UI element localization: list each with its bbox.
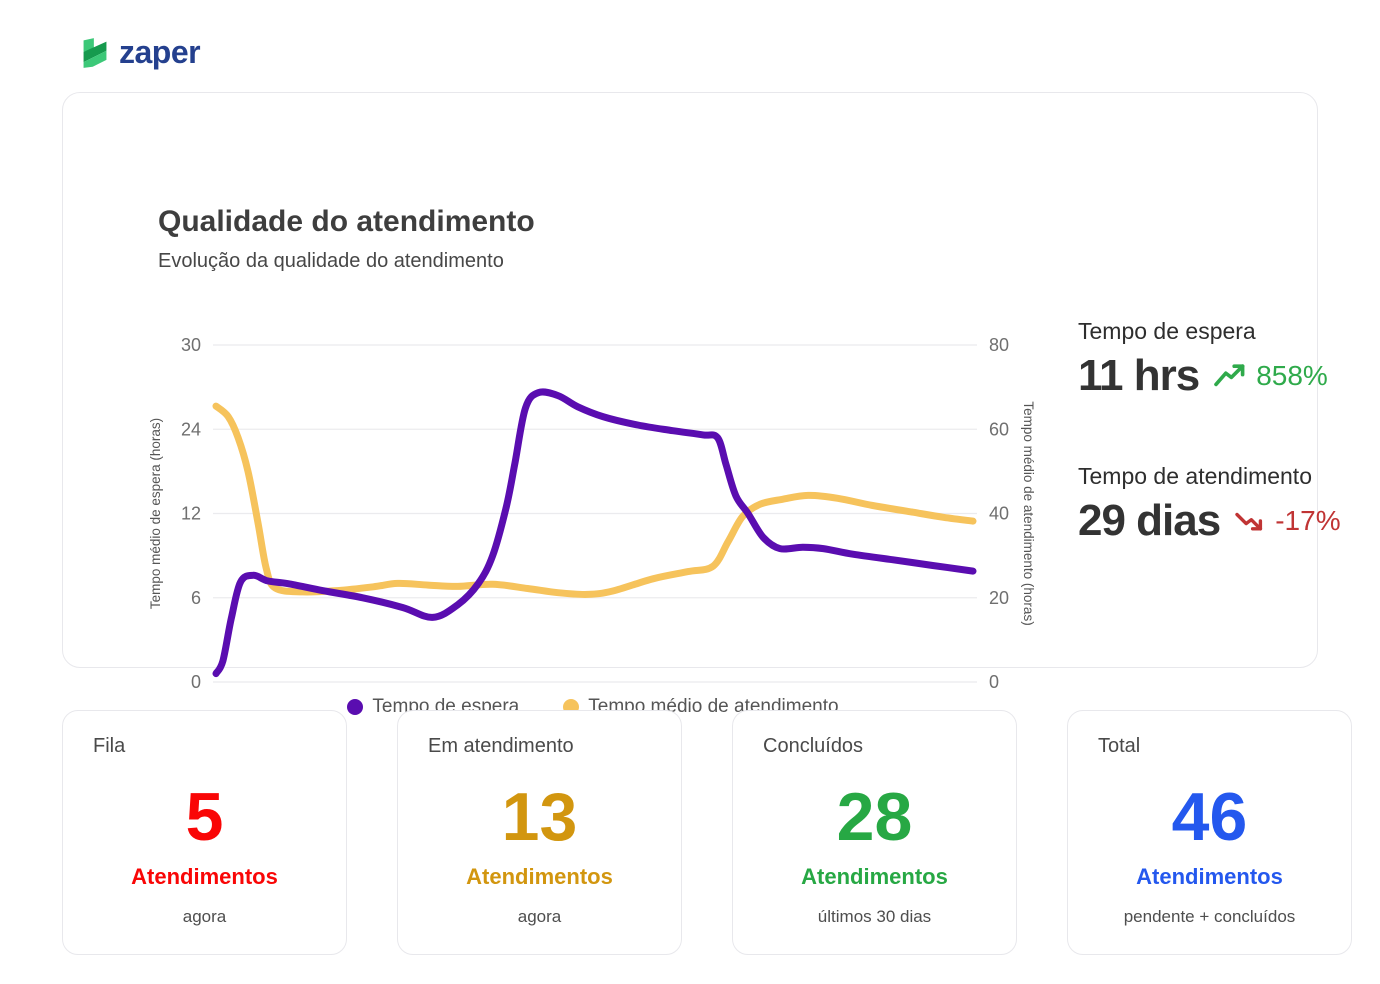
card-concluidos-title: Concluídos <box>763 735 864 757</box>
left-tick-label: 0 <box>191 672 201 692</box>
card-em-atendimento-title: Em atendimento <box>428 735 574 757</box>
right-tick-label: 80 <box>989 335 1009 355</box>
card-total-value: 46 <box>1171 779 1248 855</box>
zaper-logo-text: zaper <box>119 34 201 70</box>
stat-tempo-espera-label: Tempo de espera <box>1078 318 1256 344</box>
card-em-atendimento: Em atendimento 13 Atendimentos agora <box>397 710 682 955</box>
stat-tempo-atendimento-label: Tempo de atendimento <box>1078 463 1312 489</box>
left-tick-label: 30 <box>181 335 201 355</box>
summary-cards: Fila 5 Atendimentos agora Em atendimento… <box>62 710 1352 955</box>
trend-up-icon <box>1214 364 1245 387</box>
series-Tempo médio de atendimento <box>212 402 977 598</box>
card-concluidos-caption: últimos 30 dias <box>817 907 932 926</box>
series-Tempo de espera <box>212 388 977 678</box>
right-tick-label: 40 <box>989 504 1009 524</box>
stat-tempo-atendimento-trend: -17% <box>1233 505 1341 537</box>
right-tick-label: 0 <box>989 672 999 692</box>
trend-down-icon <box>1235 512 1263 531</box>
right-tick-label: 60 <box>989 419 1009 439</box>
card-fila-unit: Atendimentos <box>131 864 278 889</box>
card-fila-title: Fila <box>93 735 126 757</box>
card-total-unit: Atendimentos <box>1136 864 1283 889</box>
card-em-atendimento-unit: Atendimentos <box>466 864 613 889</box>
left-tick-label: 12 <box>181 504 201 524</box>
card-total: Total 46 Atendimentos pendente + concluí… <box>1067 710 1352 955</box>
card-total-title: Total <box>1098 735 1141 757</box>
card-concluidos-value: 28 <box>836 779 913 855</box>
card-fila-value: 5 <box>185 779 224 855</box>
quality-line-chart: 0 0 6 20 12 40 24 60 30 80 Tempo médio de espera (… <box>148 326 1038 694</box>
zaper-logo: zaper <box>80 34 201 71</box>
card-em-atendimento-caption: agora <box>517 907 562 926</box>
card-concluidos: Concluídos 28 Atendimentos últimos 30 di… <box>732 710 1017 955</box>
panel-subtitle: Evolução da qualidade do atendimento <box>158 250 504 272</box>
stat-tempo-atendimento-value: 29 dias <box>1078 496 1221 545</box>
zaper-logo-icon <box>83 37 107 68</box>
card-fila: Fila 5 Atendimentos agora <box>62 710 347 955</box>
left-axis-title: Tempo médio de espera (horas) <box>148 418 163 609</box>
stat-tempo-espera: Tempo de espera 11 hrs 858% <box>1078 318 1380 401</box>
kpi-stats: Tempo de espera 11 hrs 858% Tempo de ate… <box>1078 318 1380 608</box>
card-total-caption: pendente + concluídos <box>1123 907 1296 926</box>
stat-tempo-espera-trend-value: 858% <box>1256 360 1328 391</box>
left-tick-label: 24 <box>181 419 201 439</box>
quality-panel: Qualidade do atendimento Evolução da qua… <box>62 92 1341 717</box>
line-chart-svg: 0 0 6 20 12 40 24 60 30 80 Tempo médio de espera (… <box>148 335 1036 692</box>
card-fila-caption: agora <box>182 907 227 926</box>
panel-title: Qualidade do atendimento <box>158 205 535 238</box>
left-tick-label: 6 <box>191 588 201 608</box>
stat-tempo-espera-value: 11 hrs <box>1078 351 1200 400</box>
right-axis-title: Tempo médio de atendimento (horas) <box>1021 401 1036 625</box>
legend-dot-tempo-espera <box>347 699 364 715</box>
card-em-atendimento-value: 13 <box>501 779 578 855</box>
stat-tempo-espera-trend: 858% <box>1212 360 1328 392</box>
stat-tempo-atendimento-trend-value: -17% <box>1275 505 1341 536</box>
card-concluidos-unit: Atendimentos <box>801 864 948 889</box>
right-tick-label: 20 <box>989 588 1009 608</box>
stat-tempo-atendimento: Tempo de atendimento 29 dias -17% <box>1078 463 1380 546</box>
